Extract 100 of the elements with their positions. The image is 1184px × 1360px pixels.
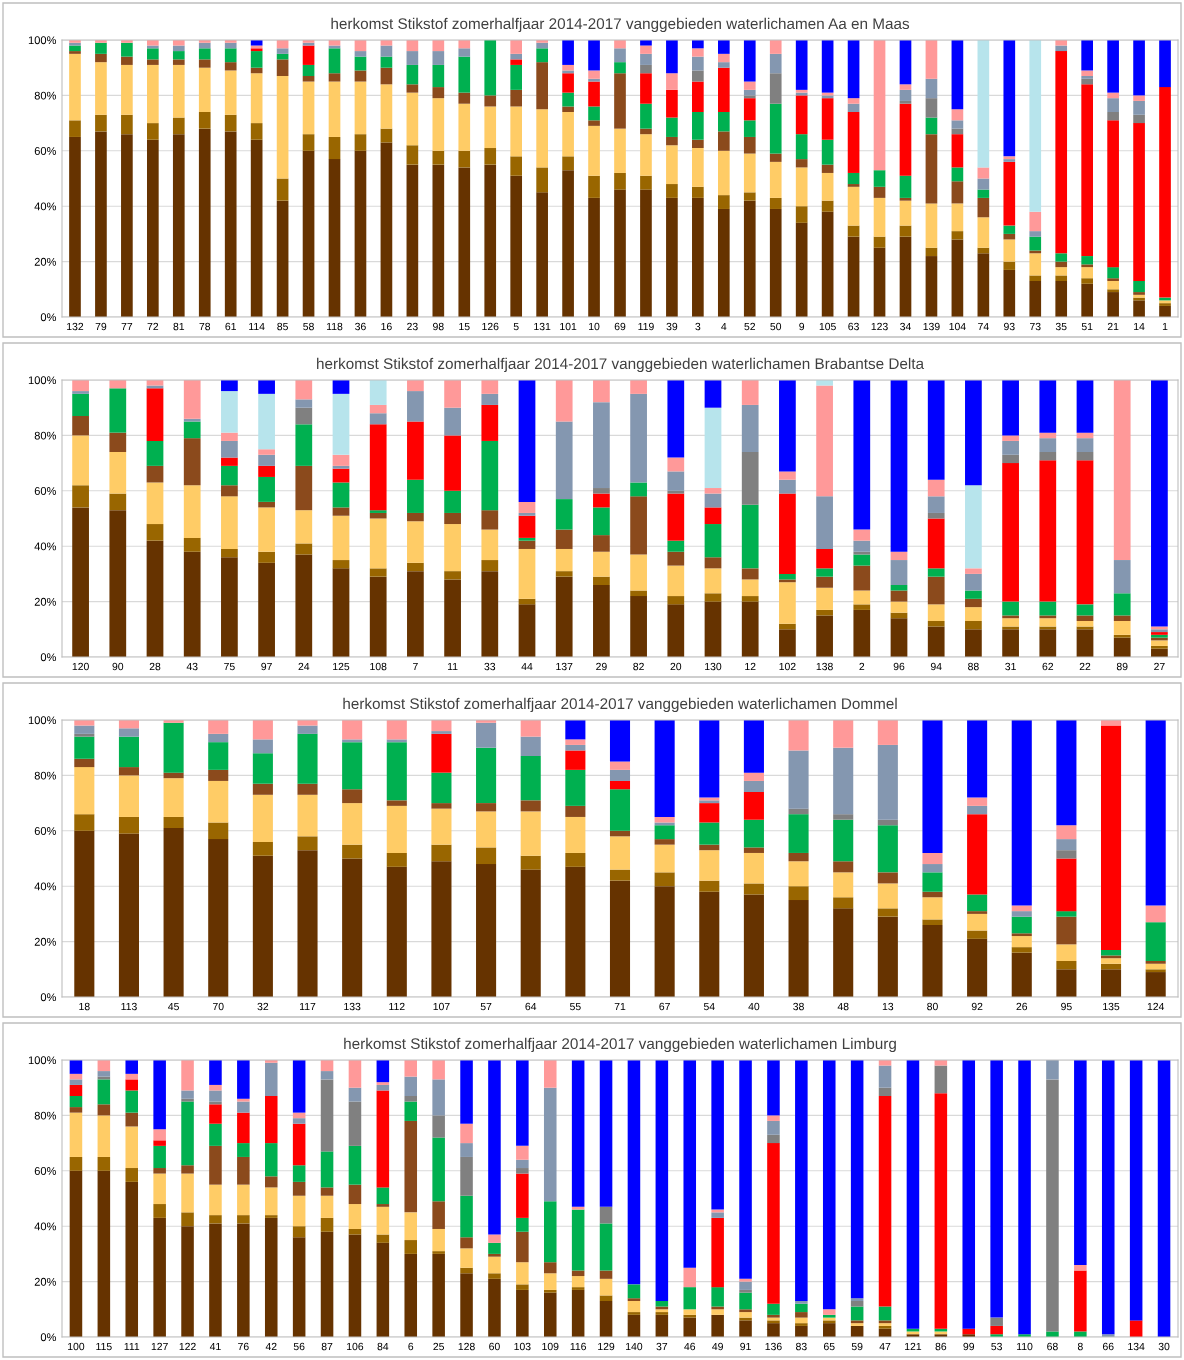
bar [69, 136, 81, 317]
bar [853, 529, 871, 541]
bar [264, 1062, 278, 1097]
bar [1081, 267, 1093, 279]
bar [153, 1129, 166, 1141]
bar [593, 488, 610, 494]
x-tick-label: 59 [851, 1342, 863, 1351]
bar [795, 222, 808, 317]
bar [853, 590, 871, 605]
bar [630, 393, 647, 483]
bar [788, 808, 809, 815]
bar [816, 609, 833, 616]
bar [925, 117, 938, 135]
bar [853, 380, 871, 530]
bar [69, 51, 81, 54]
bar [667, 565, 685, 597]
bar [292, 1118, 306, 1124]
bar [667, 540, 685, 552]
bar [739, 1060, 752, 1279]
bar [1055, 253, 1068, 262]
bar [692, 112, 704, 140]
bar [788, 852, 809, 862]
bar [163, 778, 184, 817]
x-tick-label: 97 [261, 662, 272, 671]
y-tick-label: 20% [34, 597, 57, 606]
bar [565, 769, 586, 806]
bar [927, 626, 945, 657]
bar [951, 167, 964, 182]
bar [571, 1287, 585, 1290]
bar [717, 112, 730, 132]
bar [1081, 40, 1093, 71]
bar [821, 211, 834, 317]
bar [655, 1060, 669, 1301]
bar [481, 510, 499, 530]
bar [484, 95, 497, 107]
bar [536, 109, 548, 168]
bar [767, 1120, 780, 1135]
bar [484, 148, 497, 165]
x-tick-label: 12 [745, 662, 756, 671]
bar [181, 1098, 194, 1102]
bar [743, 883, 764, 895]
bar [510, 53, 523, 60]
y-tick-label: 60% [34, 1167, 57, 1175]
bar [183, 537, 201, 552]
bar [588, 175, 600, 198]
bar [562, 170, 574, 317]
bar [683, 1317, 697, 1337]
bar [376, 1090, 390, 1188]
bar [407, 521, 424, 563]
bar [302, 81, 315, 135]
bar [292, 1060, 306, 1113]
bar [432, 1060, 445, 1080]
bar [711, 1217, 724, 1288]
bar [181, 1090, 194, 1099]
bar [593, 535, 610, 552]
bar [369, 576, 387, 657]
bar [1029, 236, 1042, 251]
bar [221, 440, 238, 458]
bar [692, 81, 704, 113]
bar [481, 380, 499, 394]
bar [822, 1323, 836, 1337]
bar [683, 1287, 697, 1310]
bar [516, 1262, 529, 1285]
bar [510, 40, 523, 54]
bar [967, 894, 988, 912]
bar [146, 388, 164, 441]
bar [476, 803, 497, 812]
bar [1076, 380, 1094, 433]
bar [221, 465, 238, 486]
bar [320, 1195, 334, 1218]
x-tick-label: 102 [779, 662, 796, 671]
bar [654, 720, 675, 817]
bar [125, 1090, 139, 1113]
bar [795, 1312, 808, 1318]
x-tick-label: 64 [525, 1002, 537, 1011]
bar [518, 548, 536, 599]
bar [699, 850, 720, 881]
x-tick-label: 51 [1081, 322, 1093, 331]
bar [250, 123, 263, 140]
bar [704, 493, 722, 508]
bar [320, 1151, 334, 1188]
bar [795, 1303, 808, 1313]
bar [302, 45, 315, 65]
bar [380, 45, 393, 57]
bar [655, 1314, 669, 1337]
bar [927, 479, 945, 497]
bar [593, 551, 610, 577]
bar [788, 900, 809, 997]
bar [488, 1273, 501, 1279]
bar [1002, 435, 1019, 441]
bar [588, 70, 600, 79]
bar [743, 89, 756, 96]
bar [692, 186, 704, 198]
x-tick-label: 48 [837, 1002, 849, 1011]
bar [743, 95, 756, 99]
bar [951, 203, 964, 232]
bar [853, 554, 871, 566]
bar [562, 106, 574, 113]
bar [258, 380, 275, 394]
x-tick-label: 42 [265, 1342, 277, 1351]
